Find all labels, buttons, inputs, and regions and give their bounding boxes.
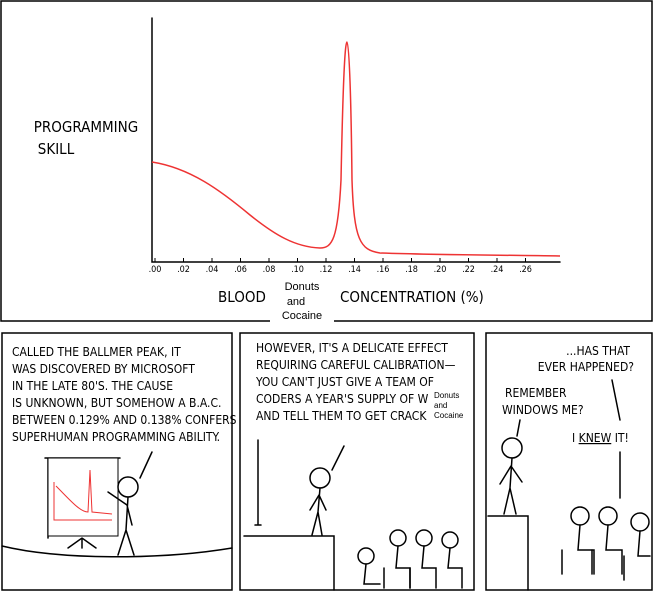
x-label: CONCENTRATION (%) xyxy=(340,288,484,306)
speech: EVER HAPPENED? xyxy=(538,360,634,374)
caption-line: YOU CAN'T JUST GIVE A TEAM OF xyxy=(255,375,434,389)
x-label: BLOOD xyxy=(218,288,266,306)
overlay-box xyxy=(432,388,472,420)
caption-line: SUPERHUMAN PROGRAMMING ABILITY. xyxy=(12,430,220,444)
podium xyxy=(243,439,335,591)
x-tick-label: .24 xyxy=(491,265,504,275)
caption-line: CALLED THE BALLMER PEAK, IT xyxy=(12,345,181,359)
x-tick-label: .12 xyxy=(320,265,333,275)
speech-tails xyxy=(516,379,621,499)
speech: I xyxy=(572,431,579,445)
speech: ...HAS THAT xyxy=(566,344,630,358)
top-panel xyxy=(0,0,653,322)
caption-line: AND TELL THEM TO GET CRACK xyxy=(256,409,427,423)
speech-emphasis: KNEW xyxy=(579,431,612,445)
speech: REMEMBER xyxy=(505,386,567,400)
x-tick-label: .22 xyxy=(462,265,475,275)
panel xyxy=(485,332,653,591)
y-label: SKILL xyxy=(38,140,75,158)
x-tick-label: .04 xyxy=(206,265,219,275)
stick-figure xyxy=(309,445,345,536)
x-tick-label: .02 xyxy=(177,265,190,275)
stick-figure xyxy=(499,457,523,515)
overlay-text: Donuts xyxy=(434,391,459,400)
chart-board xyxy=(47,457,119,537)
caption-line: IS UNKNOWN, BUT SOMEHOW A B.A.C. xyxy=(12,396,221,410)
x-tick-label: .26 xyxy=(519,265,532,275)
stick-figure xyxy=(107,451,153,556)
skill-curve xyxy=(151,41,561,257)
x-tick-label: .18 xyxy=(405,265,418,275)
speech: WINDOWS ME? xyxy=(502,403,584,417)
x-tick-label: .00 xyxy=(149,265,162,275)
overlay-text: and xyxy=(287,296,305,308)
overlay-text: Cocaine xyxy=(282,310,322,322)
x-tick-label: .10 xyxy=(291,265,304,275)
mini-curve xyxy=(53,469,113,521)
overlay-text: and xyxy=(434,401,447,410)
speech: I KNEW IT! xyxy=(572,431,629,445)
x-tick-label: .14 xyxy=(348,265,361,275)
caption-line: BETWEEN 0.129% AND 0.138% CONFERS xyxy=(12,413,237,427)
x-tick-label: .08 xyxy=(263,265,276,275)
overlay-text: Donuts xyxy=(285,281,320,293)
caption-line: CODERS A YEAR'S SUPPLY OF W xyxy=(256,392,429,406)
caption-line: IN THE LATE 80'S. THE CAUSE xyxy=(12,379,173,393)
audience xyxy=(357,529,463,589)
audience xyxy=(561,506,651,581)
axes xyxy=(151,17,561,263)
stage xyxy=(1,545,233,558)
x-tick-label: .16 xyxy=(377,265,390,275)
overlay-text: Cocaine xyxy=(434,411,464,420)
podium xyxy=(487,515,529,591)
speech: IT! xyxy=(611,431,629,445)
panel xyxy=(239,332,475,591)
caption-line: HOWEVER, IT'S A DELICATE EFFECT xyxy=(256,341,448,355)
caption-line: REQUIRING CAREFUL CALIBRATION— xyxy=(256,358,456,372)
overlay-box xyxy=(270,276,334,322)
x-tick-label: .20 xyxy=(434,265,447,275)
x-tick-label: .06 xyxy=(234,265,247,275)
y-label: PROGRAMMING xyxy=(34,118,138,136)
caption-line: WAS DISCOVERED BY MICROSOFT xyxy=(12,362,195,376)
